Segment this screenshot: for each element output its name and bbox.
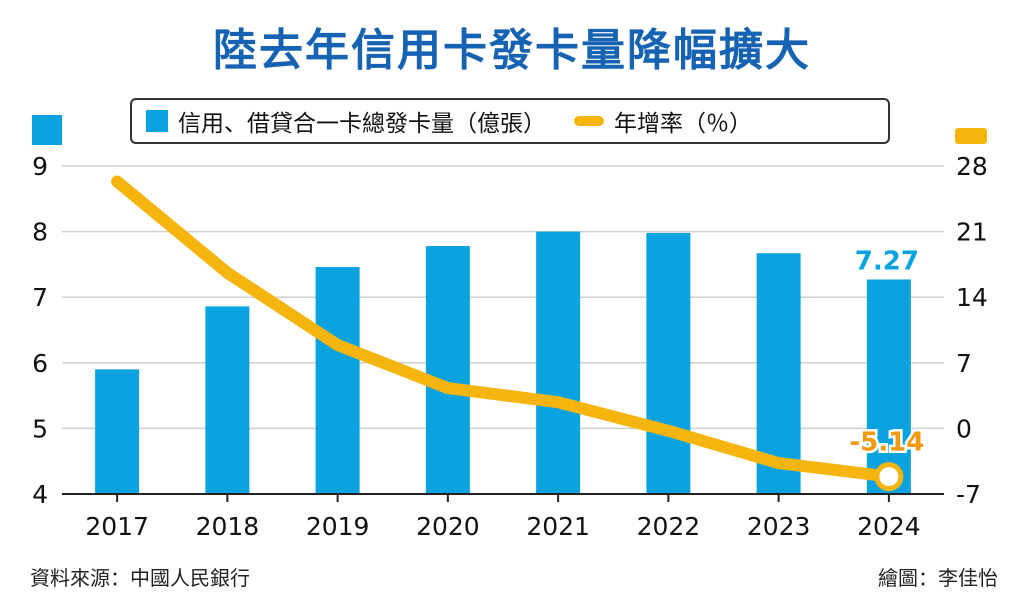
growth-line <box>111 175 895 483</box>
legend-line-label: 年增率（％） <box>614 111 752 137</box>
right-axis-line-key <box>955 128 987 144</box>
left-axis-tick-label: 7 <box>32 283 48 312</box>
right-axis-tick-label: -7 <box>956 480 981 509</box>
x-axis-tick-label: 2024 <box>857 512 921 541</box>
bar <box>425 246 470 494</box>
growth-line-end-marker <box>874 462 904 492</box>
line-value-label: -5.14 <box>849 428 924 458</box>
left-axis-tick-label: 5 <box>32 414 48 443</box>
right-axis-tick-label: 28 <box>956 152 988 181</box>
source-note: 資料來源：中國人民銀行 <box>30 566 250 590</box>
x-axis-tick-label: 2023 <box>747 512 811 541</box>
bar-value-label: 7.27 <box>855 246 919 276</box>
legend: 信用、借貸合一卡總發卡量（億張） 年增率（％） <box>130 98 890 144</box>
right-axis-tick-label: 0 <box>956 414 972 443</box>
bar <box>205 306 250 494</box>
right-axis-tick-label: 14 <box>956 283 988 312</box>
left-axis-tick-label: 4 <box>32 480 48 509</box>
bar <box>315 267 360 494</box>
bar <box>646 232 691 495</box>
legend-line-swatch <box>574 116 604 126</box>
right-axis-tick-label: 21 <box>956 218 988 247</box>
credit-note: 繪圖：李佳怡 <box>878 566 998 590</box>
legend-bar-swatch <box>146 110 168 132</box>
right-axis-tick-label: 7 <box>956 349 972 378</box>
x-axis-tick-label: 2022 <box>637 512 701 541</box>
left-axis-tick-label: 6 <box>32 349 48 378</box>
bar <box>536 231 581 494</box>
legend-bar-label: 信用、借貸合一卡總發卡量（億張） <box>178 111 546 137</box>
x-axis-tick-label: 2020 <box>416 512 480 541</box>
x-axis-tick-label: 2018 <box>196 512 260 541</box>
chart-title: 陸去年信用卡發卡量降幅擴大 <box>213 25 811 76</box>
bar <box>95 369 140 494</box>
x-axis-tick-label: 2017 <box>85 512 149 541</box>
x-axis-tick-label: 2021 <box>526 512 590 541</box>
left-axis-tick-label: 8 <box>32 218 48 247</box>
left-axis-bar-key <box>32 115 62 145</box>
x-axis-tick-label: 2019 <box>306 512 370 541</box>
left-axis-tick-label: 9 <box>32 152 48 181</box>
bar <box>866 279 911 494</box>
